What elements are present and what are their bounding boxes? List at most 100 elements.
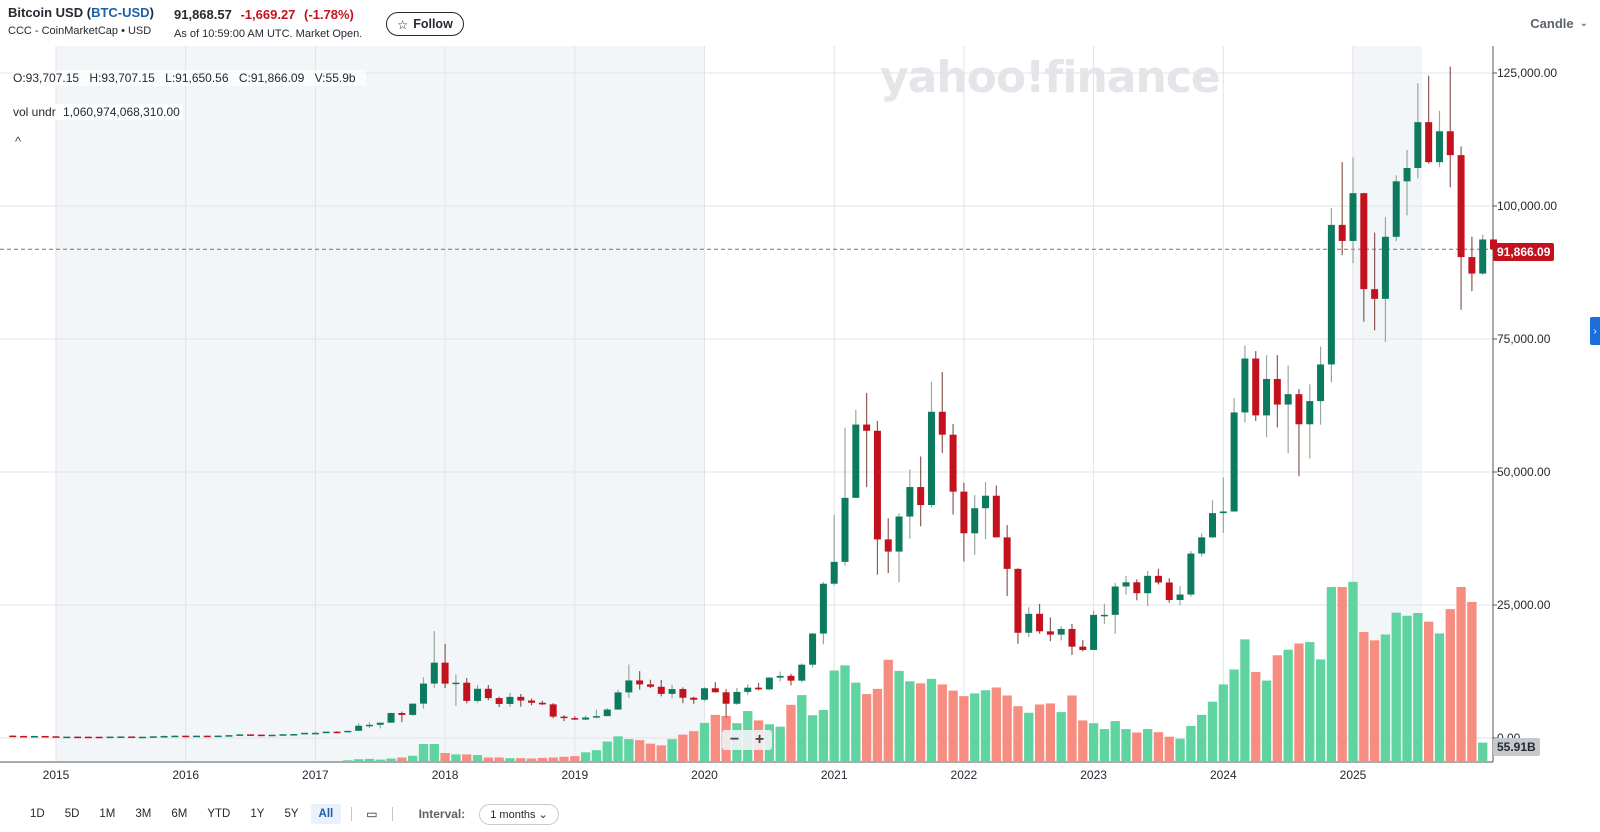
vol-undr-label: vol undr: [13, 105, 56, 119]
candle-body: [398, 712, 406, 715]
expand-panel-button[interactable]: ›: [1590, 317, 1600, 345]
candle-body: [1263, 378, 1271, 416]
last-volume-tag: 55.91B: [1493, 738, 1540, 756]
candle-body: [41, 735, 49, 738]
chart-type-select[interactable]: Candle ⌄: [1530, 16, 1588, 31]
candle-body: [1468, 257, 1476, 274]
asset-title: Bitcoin USD (BTC-USD): [8, 5, 154, 20]
volume-bar: [667, 739, 677, 762]
close-value: C:91,866.09: [238, 71, 305, 85]
volume-bar: [1175, 738, 1185, 762]
volume-bar: [1391, 612, 1401, 762]
candle-body: [960, 491, 968, 534]
volume-bar: [1024, 712, 1034, 762]
collapse-legend-button[interactable]: ^: [15, 134, 22, 149]
candlestick-chart-canvas[interactable]: 0.0025,000.0050,000.0075,000.00100,000.0…: [0, 46, 1600, 776]
volume-bar: [634, 740, 645, 762]
volume-bar: [256, 761, 267, 762]
x-axis-label: 2023: [1080, 768, 1107, 782]
range-button-3m[interactable]: 3M: [135, 808, 152, 820]
volume-bar: [829, 670, 839, 762]
volume-bar: [1305, 642, 1315, 762]
volume-bar: [429, 743, 439, 762]
range-button-1m[interactable]: 1M: [99, 808, 116, 820]
volume-bar: [1088, 723, 1099, 762]
volume-bar: [343, 760, 353, 762]
candle-body: [1338, 224, 1346, 241]
candle-body: [1360, 193, 1368, 290]
candle-body: [1392, 181, 1400, 237]
volume-bar: [213, 761, 223, 762]
volume-bar: [861, 694, 872, 762]
volume-bar: [580, 752, 591, 762]
zoom-controls: − +: [722, 730, 772, 750]
candle-body: [927, 411, 935, 506]
volume-bar: [8, 761, 18, 762]
candle-body: [1317, 364, 1325, 402]
candle-body: [236, 734, 244, 736]
volume-bar: [1272, 655, 1282, 762]
volume-bar: [991, 687, 1001, 762]
range-button-all[interactable]: All: [310, 804, 342, 824]
range-button-1d[interactable]: 1D: [30, 808, 45, 820]
candle-body: [1122, 582, 1130, 587]
volume-bar: [1197, 714, 1207, 762]
volume-bar: [353, 759, 364, 762]
range-button-ytd[interactable]: YTD: [207, 808, 231, 820]
range-button-5y[interactable]: 5Y: [284, 808, 299, 820]
candle-body: [1327, 224, 1335, 365]
candle-body: [214, 735, 222, 738]
candle-body: [538, 702, 546, 705]
exchange-info: CCC - CoinMarketCap • USD: [8, 25, 152, 37]
volume-bar: [1283, 649, 1293, 762]
volume-bar: [1294, 643, 1304, 762]
volume-bar: [1369, 640, 1380, 762]
candle-body: [171, 735, 179, 738]
candle-body: [301, 732, 309, 735]
candle-body: [1381, 236, 1389, 299]
candle-body: [257, 734, 265, 737]
volume-bar: [1207, 701, 1218, 762]
candle-body: [755, 687, 763, 690]
ticker-link[interactable]: BTC-USD: [91, 5, 150, 20]
range-button-1y[interactable]: 1Y: [250, 808, 265, 820]
last-price-tag: 91,866.09: [1493, 243, 1555, 261]
candle-body: [52, 736, 60, 738]
volume-bar: [181, 761, 191, 762]
candle-body: [1100, 614, 1108, 617]
candle-body: [517, 696, 525, 701]
follow-button[interactable]: ☆ Follow: [386, 12, 464, 36]
volume-bar: [1121, 729, 1131, 762]
volume-bar: [364, 758, 375, 762]
candle-body: [1111, 586, 1119, 615]
candle-body: [311, 732, 319, 735]
range-button-5d[interactable]: 5D: [64, 808, 80, 820]
candle-body: [1306, 401, 1314, 425]
candle-body: [809, 633, 817, 665]
volume-bar: [116, 761, 126, 762]
volume-bar: [905, 681, 915, 762]
volume-bar: [451, 754, 461, 762]
candle-body: [365, 724, 373, 727]
candle-body: [484, 688, 492, 699]
range-button-6m[interactable]: 6M: [171, 808, 188, 820]
volume-bar: [127, 761, 137, 762]
volume-bar: [818, 710, 829, 762]
candle-body: [1295, 394, 1303, 425]
volume-bar: [418, 743, 429, 762]
volume-bar: [137, 761, 148, 762]
volume-bar: [1251, 671, 1261, 762]
zoom-out-button[interactable]: −: [729, 731, 740, 748]
candle-body: [1165, 582, 1173, 600]
y-axis-label: 100,000.00: [1497, 199, 1557, 213]
zoom-in-button[interactable]: +: [754, 731, 765, 748]
candle-body: [84, 736, 92, 739]
volume-bar: [289, 761, 299, 762]
calendar-icon[interactable]: ▭: [366, 807, 378, 821]
candle-body: [1403, 168, 1411, 182]
range-selector: 1D 5D 1M 3M 6M YTD 1Y 5Y All: [18, 804, 342, 824]
candle-body: [1241, 358, 1249, 413]
price-chart[interactable]: 0.0025,000.0050,000.0075,000.00100,000.0…: [0, 46, 1600, 776]
interval-label: Interval:: [418, 807, 466, 821]
interval-select[interactable]: 1 months ⌄: [479, 803, 559, 825]
